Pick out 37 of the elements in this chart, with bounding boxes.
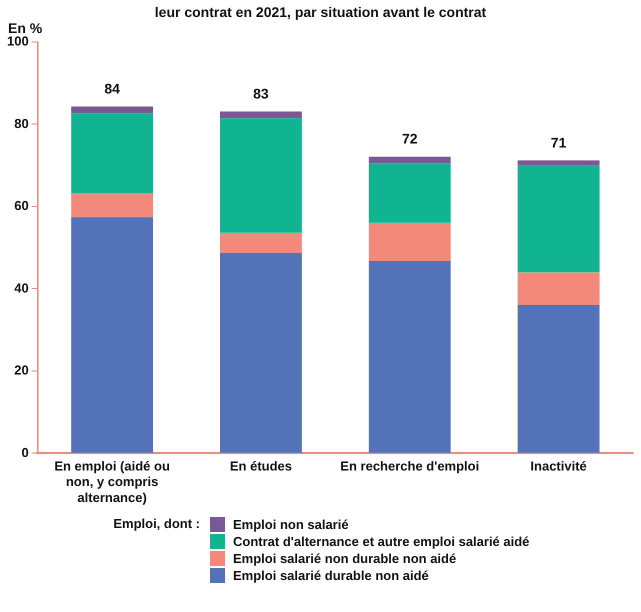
x-tick-label: Inactivité (530, 458, 587, 474)
chart-title: leur contrat en 2021, par situation avant le contrat (154, 4, 486, 20)
y-tick-label: 60 (14, 198, 29, 214)
bar (71, 217, 154, 453)
legend-label: Emploi salarié non durable non aidé (233, 551, 456, 566)
y-tick-label: 80 (14, 116, 29, 131)
bar (71, 113, 154, 194)
y-tick-label: 100 (6, 34, 29, 49)
bar (518, 304, 600, 453)
total-label: 71 (550, 134, 567, 150)
bar (71, 193, 154, 218)
bar (518, 165, 600, 272)
legend-label: Emploi non salarié (233, 517, 349, 532)
bar (368, 156, 451, 164)
bar (368, 163, 451, 223)
bar (220, 111, 302, 118)
bar (71, 106, 154, 114)
legend-label: Contrat d'alternance et autre emploi salarié aidé (233, 534, 530, 549)
bar (368, 260, 451, 453)
legend-title: Emploi, dont : (112, 516, 201, 533)
y-tick-label: 0 (21, 444, 29, 460)
bar (220, 252, 302, 453)
total-label: 84 (104, 80, 120, 96)
bar (518, 272, 600, 305)
y-tick-label: 20 (14, 362, 29, 378)
bar (368, 222, 451, 261)
x-tick-label: En emploi (aidé ou non, y compris alternance) (54, 458, 170, 505)
bar (518, 160, 600, 166)
y-axis-title: En % (8, 20, 43, 36)
bar (220, 118, 302, 233)
total-label: 83 (253, 85, 269, 102)
y-tick-label: 40 (14, 280, 29, 296)
x-tick-label: En recherche d'emploi (340, 458, 480, 474)
total-label: 72 (402, 130, 418, 147)
x-tick-label: En études (230, 458, 292, 474)
bar (220, 232, 302, 253)
legend-label: Emploi salarié durable non aidé (233, 568, 429, 583)
